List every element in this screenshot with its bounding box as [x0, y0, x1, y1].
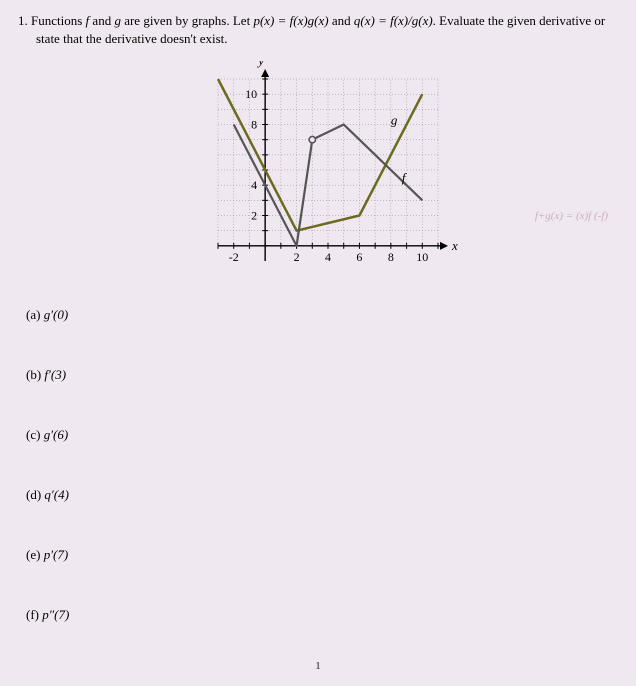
- part-expr: q′(4): [44, 487, 69, 502]
- svg-text:y: y: [256, 61, 264, 68]
- svg-text:8: 8: [388, 250, 394, 264]
- chart-svg: -2 2 4 6 8 10 2 4 8 10 x y g f: [178, 61, 458, 291]
- svg-text:4: 4: [251, 178, 257, 192]
- part-expr: g′(0): [44, 307, 69, 322]
- part-label: (b): [26, 367, 44, 382]
- q-t4: and: [329, 13, 354, 28]
- graph-box: -2 2 4 6 8 10 2 4 8 10 x y g f: [178, 61, 458, 291]
- svg-text:6: 6: [356, 250, 362, 264]
- svg-text:10: 10: [245, 87, 257, 101]
- part-expr: g′(6): [44, 427, 69, 442]
- svg-text:2: 2: [251, 209, 257, 223]
- svg-text:2: 2: [294, 250, 300, 264]
- part-expr: p″(7): [42, 607, 69, 622]
- part-label: (d): [26, 487, 44, 502]
- q-pdef: p(x) = f(x)g(x): [253, 13, 328, 28]
- svg-text:f: f: [402, 170, 408, 185]
- graph-container: -2 2 4 6 8 10 2 4 8 10 x y g f: [18, 61, 618, 291]
- svg-text:10: 10: [416, 250, 428, 264]
- part-e: (e) p′(7): [26, 547, 618, 563]
- part-label: (f): [26, 607, 42, 622]
- q-t3: are given by graphs. Let: [121, 13, 253, 28]
- q-t2: and: [89, 13, 114, 28]
- part-label: (a): [26, 307, 44, 322]
- faint-annotation: f+g(x) = (x)f (-f): [535, 210, 608, 222]
- svg-text:-2: -2: [229, 250, 239, 264]
- svg-text:4: 4: [325, 250, 331, 264]
- svg-text:x: x: [451, 238, 458, 253]
- q-t1: Functions: [31, 13, 86, 28]
- part-label: (e): [26, 547, 44, 562]
- question-number: 1.: [18, 13, 28, 28]
- parts-list: (a) g′(0) (b) f′(3) (c) g′(6) (d) q′(4) (e) …: [26, 307, 618, 623]
- svg-text:g: g: [391, 113, 398, 128]
- page-number: 1: [315, 660, 321, 672]
- q-qdef: q(x) = f(x)/g(x): [354, 13, 433, 28]
- part-a: (a) g′(0): [26, 307, 618, 323]
- part-label: (c): [26, 427, 44, 442]
- part-f: (f) p″(7): [26, 607, 618, 623]
- part-c: (c) g′(6): [26, 427, 618, 443]
- part-b: (b) f′(3): [26, 367, 618, 383]
- svg-text:8: 8: [251, 118, 257, 132]
- part-expr: p′(7): [44, 547, 69, 562]
- part-expr: f′(3): [44, 367, 66, 382]
- question-text: 1. Functions f and g are given by graphs…: [18, 12, 618, 47]
- part-d: (d) q′(4): [26, 487, 618, 503]
